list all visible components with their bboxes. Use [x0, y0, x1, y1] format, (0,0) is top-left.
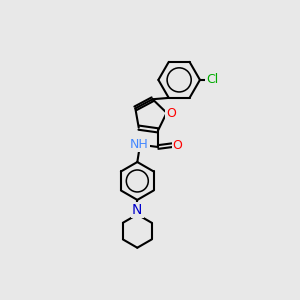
Text: NH: NH	[130, 138, 149, 152]
Text: O: O	[172, 139, 182, 152]
Text: O: O	[166, 107, 176, 120]
Text: N: N	[132, 202, 142, 217]
Text: Cl: Cl	[206, 74, 218, 86]
